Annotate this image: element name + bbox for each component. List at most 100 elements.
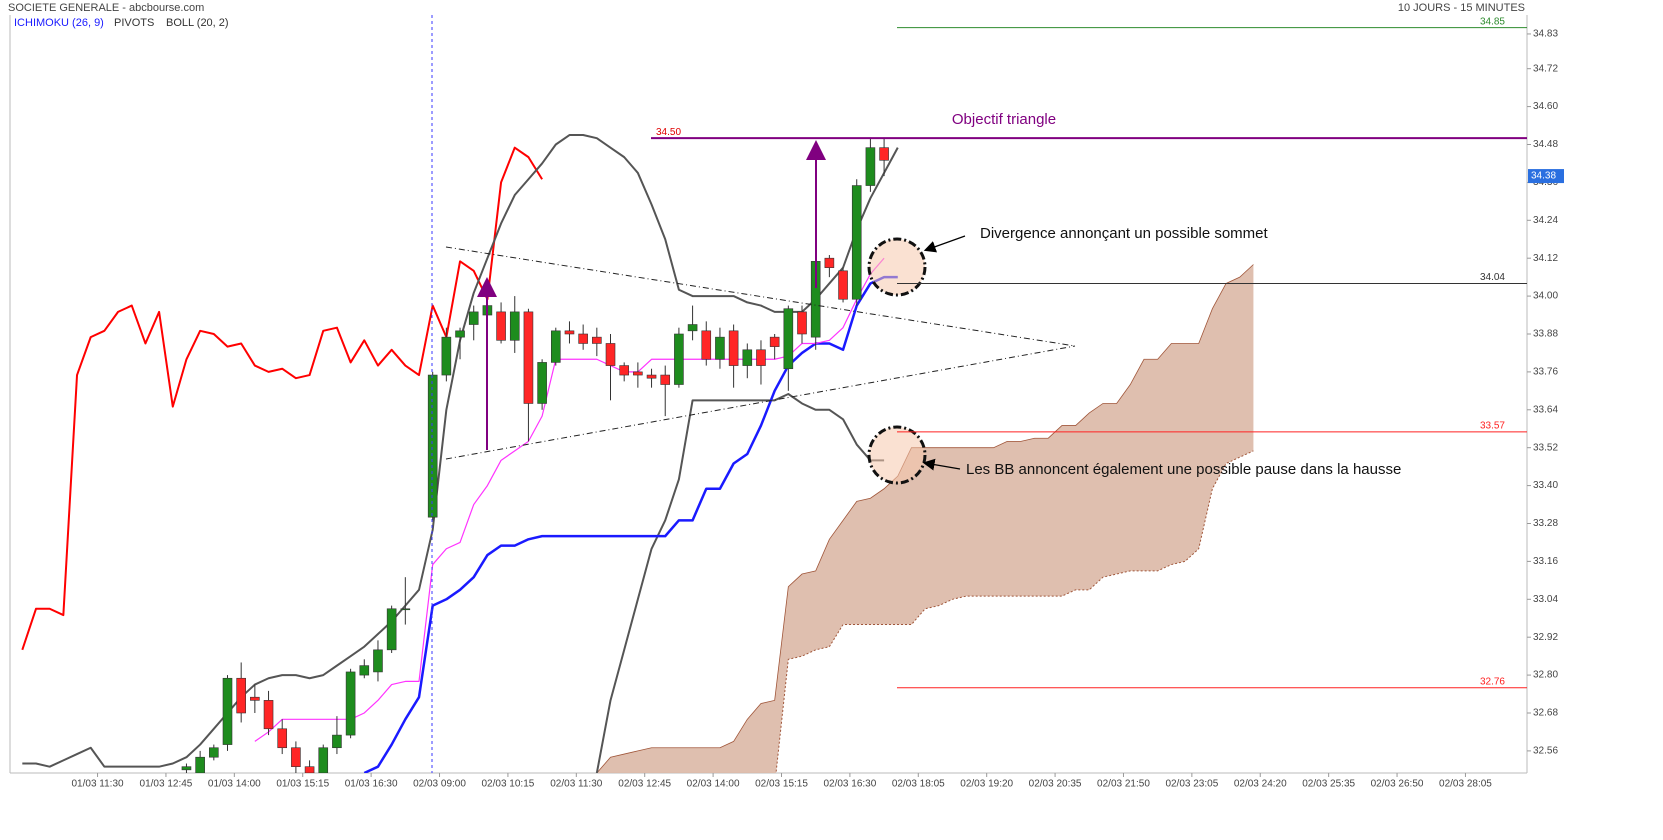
x-tick-label: 02/03 28:05 (1439, 779, 1492, 790)
plot-area (21, 134, 1254, 773)
x-tick-label: 02/03 21:50 (1097, 779, 1150, 790)
candle-body (373, 649, 383, 673)
highlight-circle (867, 237, 927, 297)
indicator-line (595, 393, 885, 773)
x-tick-label: 02/03 20:35 (1029, 779, 1082, 790)
candle-body (222, 677, 233, 745)
y-tick-label: 34.24 (1533, 215, 1558, 226)
candle-body (578, 333, 588, 344)
y-tick-label: 34.48 (1533, 139, 1558, 150)
y-tick-label: 32.56 (1533, 746, 1558, 757)
candle-body (564, 330, 575, 335)
candle-body (674, 333, 684, 385)
candle-body (879, 147, 889, 161)
candle-body (701, 330, 712, 360)
pivot-level-label: 34.85 (1480, 16, 1505, 27)
x-tick-label: 02/03 09:00 (413, 779, 466, 790)
indicator-line (363, 275, 898, 773)
y-tick-label: 34.72 (1533, 63, 1558, 74)
candle-body (277, 728, 288, 749)
chart-subtitle: 10 JOURS - 15 MINUTES (1398, 2, 1525, 14)
candle-body (291, 747, 301, 767)
y-tick-label: 34.83 (1533, 29, 1558, 40)
candle-body (660, 374, 671, 385)
x-tick-label: 01/03 14:00 (208, 779, 261, 790)
candle-body (824, 257, 835, 268)
x-tick-label: 02/03 26:50 (1371, 779, 1424, 790)
indicator-line (254, 257, 885, 742)
candle-body (427, 374, 438, 518)
triangle-line (445, 345, 1076, 460)
candle-body (687, 324, 698, 332)
cloud-area (596, 264, 1254, 773)
y-tick-label: 33.04 (1533, 594, 1558, 605)
candle-body (318, 747, 329, 773)
y-tick-label: 32.92 (1533, 632, 1558, 643)
x-tick-label: 02/03 18:05 (892, 779, 945, 790)
candle-body (496, 311, 506, 341)
candle-body (742, 349, 753, 366)
candle-body (851, 185, 862, 300)
cloud-upper-edge (596, 264, 1254, 773)
chart-title: SOCIETE GENERALE - abcbourse.com (8, 2, 204, 14)
candle-body (797, 311, 807, 335)
candle-body (441, 336, 452, 376)
candle-body (509, 311, 520, 341)
candle-body (646, 374, 657, 379)
candle-body (181, 766, 192, 771)
annotation-arrow (922, 458, 961, 471)
candle-body (633, 371, 643, 376)
pivot-level-label: 34.04 (1480, 272, 1505, 283)
x-tick-label: 01/03 16:30 (345, 779, 398, 790)
y-tick-label: 33.28 (1533, 518, 1558, 529)
annotation: Objectif triangle (952, 111, 1056, 128)
candle-body (550, 330, 561, 363)
candle-body (728, 330, 739, 366)
pivot-level-label: 33.57 (1480, 421, 1505, 432)
indicator-label: BOLL (20, 2) (166, 17, 229, 29)
candle-body (386, 608, 397, 651)
candle-body (400, 608, 411, 611)
y-tick-label: 32.80 (1533, 670, 1558, 681)
annotation: Les BB annoncent également une possible … (966, 461, 1401, 478)
x-tick-label: 02/03 25:35 (1302, 779, 1355, 790)
candle-body (359, 665, 370, 676)
candle-body (345, 671, 356, 736)
candle-body (838, 270, 848, 300)
y-tick-label: 33.64 (1533, 404, 1558, 415)
x-tick-label: 01/03 12:45 (140, 779, 193, 790)
last-price-label: 34.38 (1531, 171, 1556, 182)
x-tick-label: 02/03 16:30 (823, 779, 876, 790)
candle-body (455, 330, 465, 338)
y-tick-label: 33.40 (1533, 480, 1558, 491)
x-tick-label: 02/03 10:15 (482, 779, 535, 790)
x-tick-label: 02/03 11:30 (550, 779, 603, 790)
candle-body (756, 349, 766, 366)
candle-body (209, 747, 219, 758)
y-tick-label: 32.68 (1533, 708, 1558, 719)
candle-body (195, 756, 205, 773)
drawings: Objectif triangle Divergence annonçant u… (431, 15, 1401, 773)
y-tick-label: 33.88 (1533, 329, 1558, 340)
x-tick-label: 02/03 24:20 (1234, 779, 1287, 790)
indicator-label: PIVOTS (114, 17, 154, 29)
candle-body (605, 343, 616, 366)
indicator-line (21, 146, 543, 651)
candle-body (304, 766, 315, 773)
candle-body (332, 734, 342, 749)
candle-body (468, 311, 479, 325)
x-tick-label: 02/03 19:20 (960, 779, 1013, 790)
x-tick-label: 02/03 15:15 (755, 779, 808, 790)
candle-body (769, 336, 780, 347)
candle-body (236, 677, 246, 714)
triangle-line (445, 246, 1076, 347)
y-tick-label: 34.12 (1533, 253, 1558, 264)
candle-body (783, 308, 794, 370)
x-tick-label: 01/03 11:30 (71, 779, 124, 790)
candle-body (263, 700, 274, 730)
last-price-badge (1528, 169, 1564, 184)
indicator-label: ICHIMOKU (26, 9) (14, 17, 104, 29)
pivot-level-label: 34.50 (656, 127, 681, 138)
y-tick-label: 33.76 (1533, 367, 1558, 378)
